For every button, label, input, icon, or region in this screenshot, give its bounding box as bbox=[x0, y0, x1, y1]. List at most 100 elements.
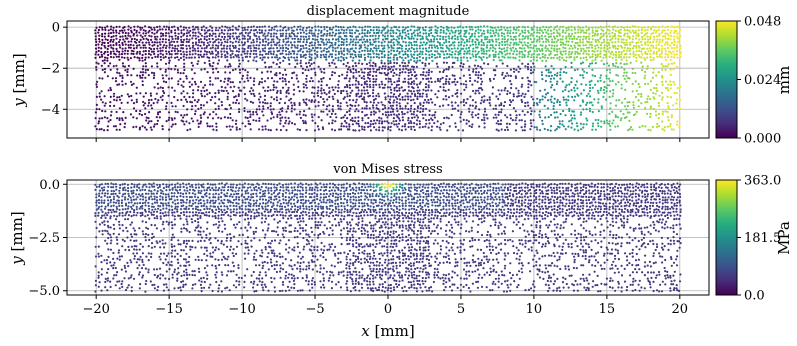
scatter-point bbox=[205, 50, 209, 54]
scatter-point bbox=[485, 52, 488, 55]
scatter-point bbox=[669, 73, 672, 76]
scatter-point bbox=[130, 235, 134, 238]
scatter-point bbox=[285, 73, 288, 76]
scatter-point bbox=[638, 38, 641, 41]
scatter-point bbox=[631, 67, 634, 70]
scatter-point bbox=[666, 43, 670, 46]
scatter-point bbox=[349, 107, 352, 110]
scatter-point bbox=[196, 100, 199, 104]
scatter-point bbox=[298, 102, 301, 105]
scatter-point bbox=[335, 38, 338, 41]
scatter-point bbox=[375, 74, 378, 77]
scatter-point bbox=[217, 70, 220, 74]
scatter-point bbox=[127, 192, 130, 195]
scatter-point bbox=[369, 53, 372, 56]
scatter-point bbox=[122, 111, 125, 114]
panel-1-title: displacement magnitude bbox=[307, 4, 470, 19]
scatter-point bbox=[107, 89, 110, 92]
scatter-point bbox=[491, 38, 494, 42]
scatter-point bbox=[480, 49, 483, 52]
scatter-point bbox=[546, 91, 549, 95]
scatter-point bbox=[354, 101, 358, 104]
scatter-point bbox=[464, 80, 468, 83]
scatter-point bbox=[549, 50, 552, 53]
scatter-point bbox=[143, 44, 146, 47]
scatter-point bbox=[631, 90, 634, 93]
scatter-point bbox=[325, 43, 328, 46]
scatter-point bbox=[497, 89, 500, 92]
scatter-point bbox=[141, 202, 144, 205]
scatter-point bbox=[470, 34, 473, 38]
scatter-point bbox=[553, 97, 556, 100]
scatter-point bbox=[626, 32, 629, 35]
scatter-point bbox=[573, 89, 576, 92]
scatter-point bbox=[219, 79, 222, 82]
scatter-point bbox=[510, 49, 513, 52]
scatter-point bbox=[465, 44, 468, 47]
scatter-point bbox=[255, 119, 258, 122]
scatter-point bbox=[443, 116, 446, 120]
scatter-point bbox=[320, 87, 323, 90]
scatter-point bbox=[313, 86, 316, 89]
scatter-point bbox=[447, 26, 450, 29]
scatter-point bbox=[112, 264, 115, 267]
scatter-point bbox=[167, 288, 170, 292]
scatter-point bbox=[396, 80, 399, 83]
scatter-point bbox=[314, 122, 317, 125]
scatter-point bbox=[243, 35, 246, 38]
scatter-point bbox=[296, 46, 299, 50]
scatter-point bbox=[279, 89, 282, 92]
scatter-point bbox=[456, 35, 459, 39]
scatter-point bbox=[179, 25, 182, 28]
scatter-point bbox=[138, 273, 141, 276]
scatter-point bbox=[107, 120, 110, 123]
scatter-point bbox=[189, 34, 192, 37]
scatter-point bbox=[331, 108, 334, 111]
scatter-point bbox=[582, 52, 585, 55]
scatter-point bbox=[255, 60, 258, 63]
scatter-point bbox=[364, 122, 367, 125]
scatter-point bbox=[165, 50, 168, 53]
scatter-point bbox=[279, 47, 282, 50]
scatter-point bbox=[226, 55, 229, 58]
scatter-point bbox=[462, 118, 465, 121]
scatter-point bbox=[676, 120, 679, 123]
scatter-point bbox=[155, 196, 158, 199]
scatter-point bbox=[316, 94, 320, 97]
scatter-point bbox=[199, 44, 202, 47]
scatter-point bbox=[526, 37, 530, 40]
scatter-point bbox=[139, 28, 142, 31]
scatter-point bbox=[372, 56, 375, 59]
scatter-point bbox=[632, 52, 635, 55]
scatter-point bbox=[107, 204, 110, 207]
scatter-point bbox=[363, 49, 366, 52]
scatter-point bbox=[144, 192, 148, 195]
scatter-point bbox=[335, 66, 338, 69]
scatter-point bbox=[290, 31, 294, 35]
scatter-point bbox=[431, 34, 434, 38]
scatter-point bbox=[617, 29, 620, 33]
scatter-point bbox=[241, 37, 244, 40]
scatter-point bbox=[167, 252, 170, 255]
scatter-point bbox=[451, 104, 454, 107]
scatter-point bbox=[427, 84, 430, 87]
scatter-point bbox=[520, 85, 523, 88]
scatter-point bbox=[577, 31, 580, 34]
scatter-point bbox=[632, 101, 635, 104]
scatter-point bbox=[249, 76, 252, 79]
scatter-point bbox=[152, 76, 155, 80]
scatter-point bbox=[132, 189, 135, 192]
scatter-point bbox=[360, 76, 363, 80]
scatter-point bbox=[250, 25, 253, 29]
scatter-point bbox=[121, 119, 124, 122]
scatter-point bbox=[107, 29, 110, 32]
scatter-point bbox=[158, 28, 162, 31]
scatter-point bbox=[156, 29, 159, 32]
scatter-point bbox=[608, 46, 611, 49]
scatter-point bbox=[407, 71, 410, 74]
scatter-point bbox=[127, 245, 130, 248]
scatter-point bbox=[664, 58, 668, 62]
scatter-point bbox=[104, 56, 107, 59]
scatter-point bbox=[675, 102, 678, 105]
scatter-point bbox=[389, 104, 392, 107]
